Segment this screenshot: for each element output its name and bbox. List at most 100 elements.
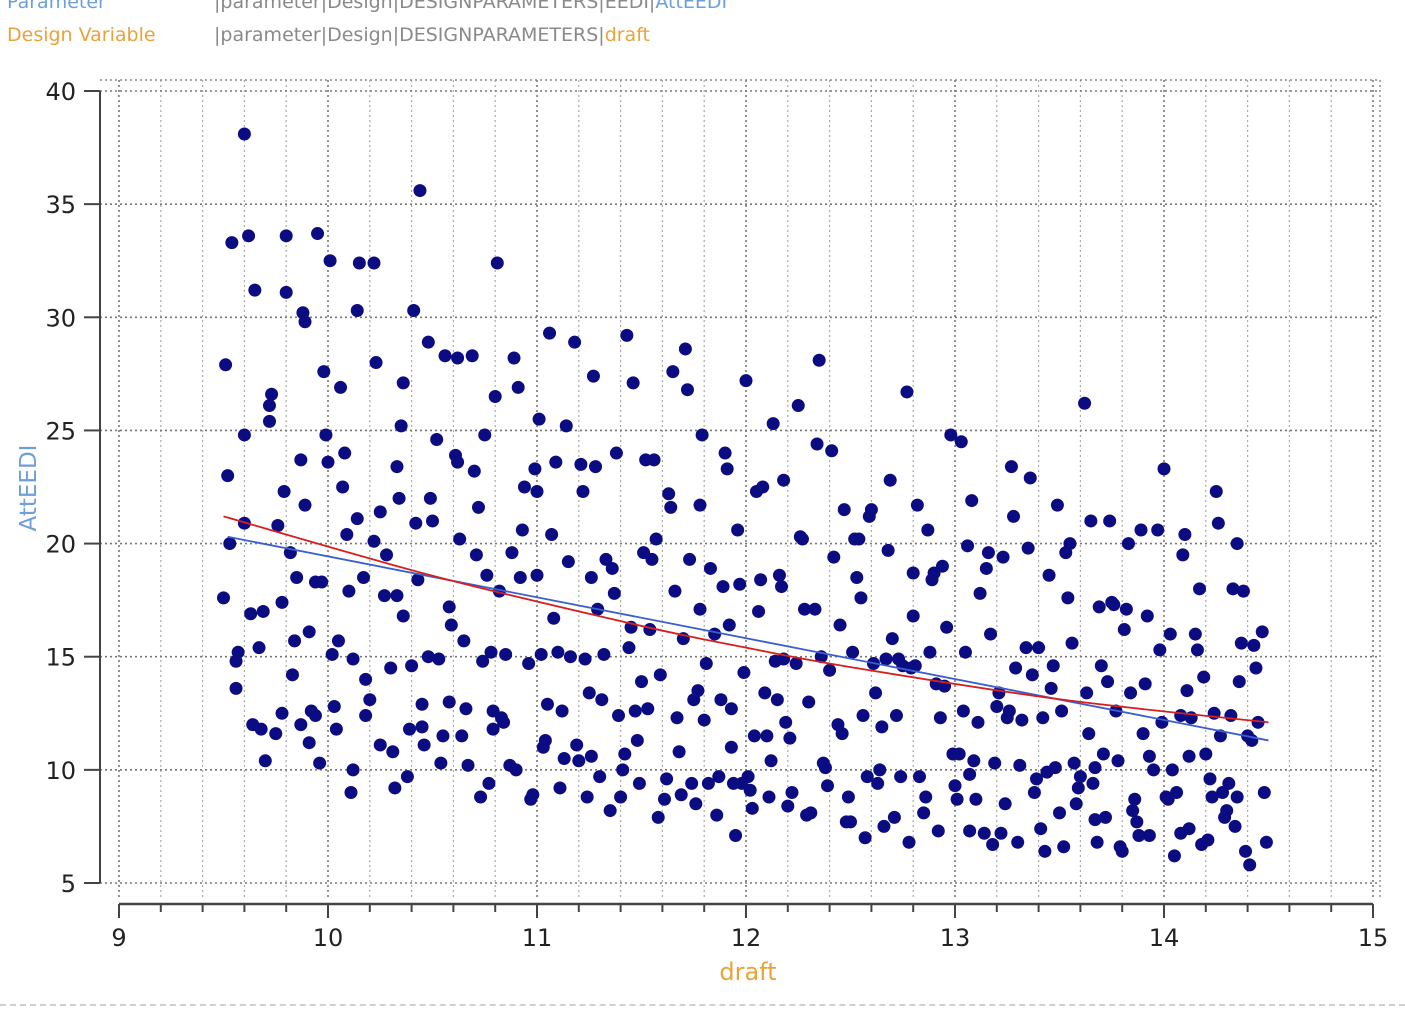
data-point	[752, 604, 766, 618]
data-point	[423, 491, 437, 505]
data-point	[543, 326, 557, 340]
data-point	[572, 754, 586, 768]
data-point	[1251, 715, 1265, 729]
data-point	[683, 552, 697, 566]
data-point	[931, 824, 945, 838]
data-point	[678, 342, 692, 356]
data-point	[256, 604, 270, 618]
data-point	[798, 602, 812, 616]
data-point	[229, 681, 243, 695]
data-point	[923, 645, 937, 659]
data-point	[716, 580, 730, 594]
data-point	[476, 654, 490, 668]
data-point	[739, 374, 753, 388]
data-point	[323, 254, 337, 268]
data-point	[812, 353, 826, 367]
data-point	[1222, 776, 1236, 790]
data-point	[275, 595, 289, 609]
data-point	[1117, 623, 1131, 637]
data-point	[403, 722, 417, 736]
data-point	[377, 589, 391, 603]
data-point	[390, 589, 404, 603]
data-point	[405, 659, 419, 673]
data-point	[1243, 858, 1257, 872]
data-point	[825, 444, 839, 458]
data-point	[766, 417, 780, 431]
data-point	[1004, 460, 1018, 474]
data-point	[1050, 498, 1064, 512]
data-point	[329, 722, 343, 736]
design-variable-label: Design Variable	[7, 24, 156, 46]
data-point	[442, 600, 456, 614]
data-point	[1030, 772, 1044, 786]
data-point	[1044, 681, 1058, 695]
data-point	[703, 561, 717, 575]
data-point	[620, 328, 634, 342]
data-point	[551, 645, 565, 659]
data-point	[1107, 598, 1121, 612]
data-point	[628, 704, 642, 718]
data-point	[984, 627, 998, 641]
data-point	[1163, 627, 1177, 641]
data-point	[894, 770, 908, 784]
data-point	[298, 498, 312, 512]
data-point	[436, 729, 450, 743]
data-point	[887, 810, 901, 824]
data-point	[396, 609, 410, 623]
data-point	[760, 729, 774, 743]
data-point	[346, 763, 360, 777]
data-point	[388, 781, 402, 795]
data-point	[279, 285, 293, 299]
data-point	[1126, 804, 1140, 818]
data-point	[741, 770, 755, 784]
data-point	[411, 573, 425, 587]
data-point	[426, 514, 439, 528]
data-point	[979, 561, 993, 575]
data-point	[417, 738, 431, 752]
data-point	[699, 657, 713, 671]
data-point	[455, 729, 469, 743]
data-point	[756, 480, 770, 494]
data-point	[647, 453, 661, 467]
data-point	[701, 776, 715, 790]
data-point	[1065, 636, 1079, 650]
data-point	[1134, 523, 1148, 537]
y-tick-label: 20	[45, 531, 76, 559]
data-point	[258, 754, 272, 768]
data-point	[482, 776, 496, 790]
data-point	[837, 503, 851, 517]
data-point	[714, 693, 728, 707]
data-point	[877, 819, 891, 833]
data-point	[745, 801, 759, 815]
data-point	[547, 611, 561, 625]
data-point	[810, 437, 824, 451]
data-point	[653, 668, 667, 682]
data-point	[1084, 514, 1098, 528]
parameter-label: Parameter	[7, 0, 106, 13]
data-point	[442, 695, 456, 709]
data-point	[733, 577, 747, 591]
data-point	[327, 699, 341, 713]
data-point	[1082, 727, 1096, 741]
data-point	[507, 351, 521, 365]
data-point	[1230, 790, 1244, 804]
data-point	[833, 618, 847, 632]
data-point	[605, 561, 619, 575]
data-point	[1167, 849, 1181, 863]
data-point	[823, 663, 837, 677]
data-point	[471, 500, 485, 514]
data-point	[217, 591, 230, 605]
data-point	[908, 659, 922, 673]
data-point	[480, 568, 494, 582]
data-point	[1098, 810, 1112, 824]
data-point	[685, 776, 699, 790]
data-point	[561, 555, 575, 569]
data-point	[1013, 758, 1027, 772]
data-point	[869, 686, 883, 700]
data-point	[469, 548, 483, 562]
data-point	[1165, 763, 1179, 777]
data-point	[1046, 659, 1060, 673]
data-point	[616, 763, 630, 777]
data-point	[315, 575, 329, 589]
data-point	[952, 747, 966, 761]
